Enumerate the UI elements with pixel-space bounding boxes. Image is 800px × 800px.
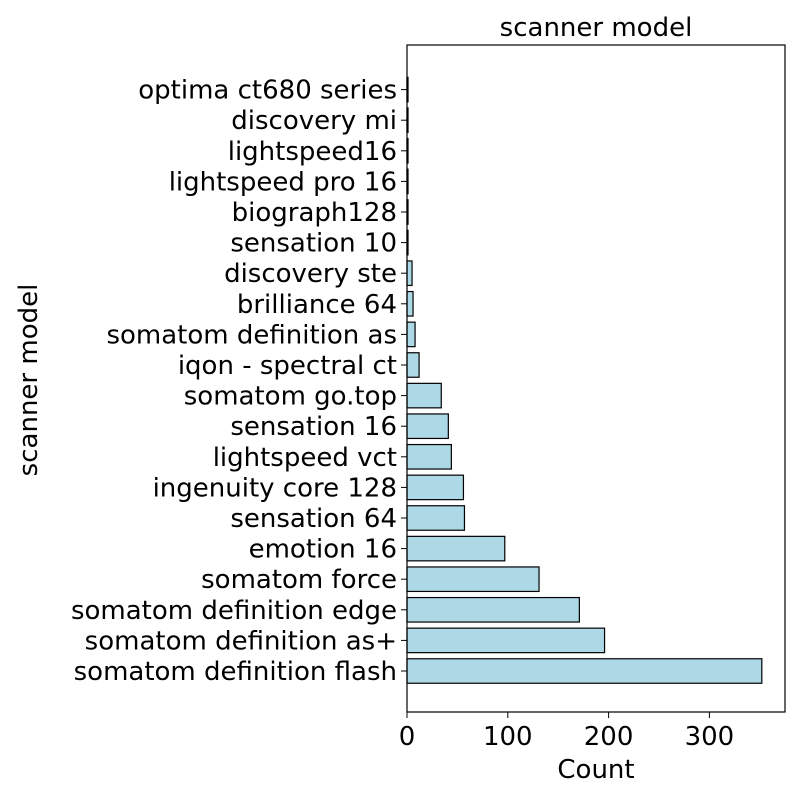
bar [406, 260, 413, 287]
bar [406, 535, 506, 562]
chart-title: scanner model [500, 13, 693, 43]
x-ticks: 0 100 200 300 [399, 712, 734, 752]
y-tick-label: sensation 64 [230, 504, 397, 534]
bar [406, 474, 465, 501]
bar [406, 443, 452, 470]
y-tick-label: discovery ste [224, 259, 397, 289]
y-tick-label: somatom force [201, 565, 397, 595]
x-axis-title: Count [557, 755, 634, 785]
y-tick-label: optima ct680 series [138, 76, 397, 106]
y-tick-label: sensation 10 [230, 229, 397, 259]
y-tick-label: somatom go.top [184, 382, 397, 412]
y-tick-label: somatom definition flash [74, 657, 397, 687]
plot-frame [406, 44, 786, 713]
x-tick-label: 100 [483, 722, 533, 752]
bar [406, 566, 540, 593]
y-tick-label: somatom definition as [106, 320, 397, 350]
y-tick-label: lightspeed vct [213, 443, 397, 473]
y-tick-label: lightspeed16 [228, 137, 397, 167]
y-tick-label: brilliance 64 [237, 290, 397, 320]
y-tick-label: sensation 16 [230, 412, 397, 442]
y-tick-label: biograph128 [232, 198, 397, 228]
y-tick-label: somatom definition as+ [85, 626, 397, 656]
bars-group [406, 76, 763, 684]
y-tick-label: emotion 16 [249, 535, 397, 565]
y-tick-label: lightspeed pro 16 [169, 167, 397, 197]
bar [406, 352, 420, 378]
bar [406, 658, 763, 684]
x-tick-label: 300 [685, 722, 735, 752]
bar [406, 321, 416, 348]
bar [406, 505, 466, 531]
y-axis-title: scanner model [14, 284, 44, 477]
x-tick-label: 200 [584, 722, 634, 752]
bar [406, 290, 414, 317]
y-tick-label: ingenuity core 128 [153, 473, 397, 503]
y-tick-label: somatom definition edge [71, 596, 397, 626]
bar [406, 627, 606, 654]
bar [406, 413, 449, 440]
y-tick-label: iqon - spectral ct [178, 351, 397, 381]
bar [406, 382, 442, 409]
y-tick-label: discovery mi [231, 106, 397, 136]
bar [406, 596, 580, 623]
x-tick-label: 0 [399, 722, 416, 752]
